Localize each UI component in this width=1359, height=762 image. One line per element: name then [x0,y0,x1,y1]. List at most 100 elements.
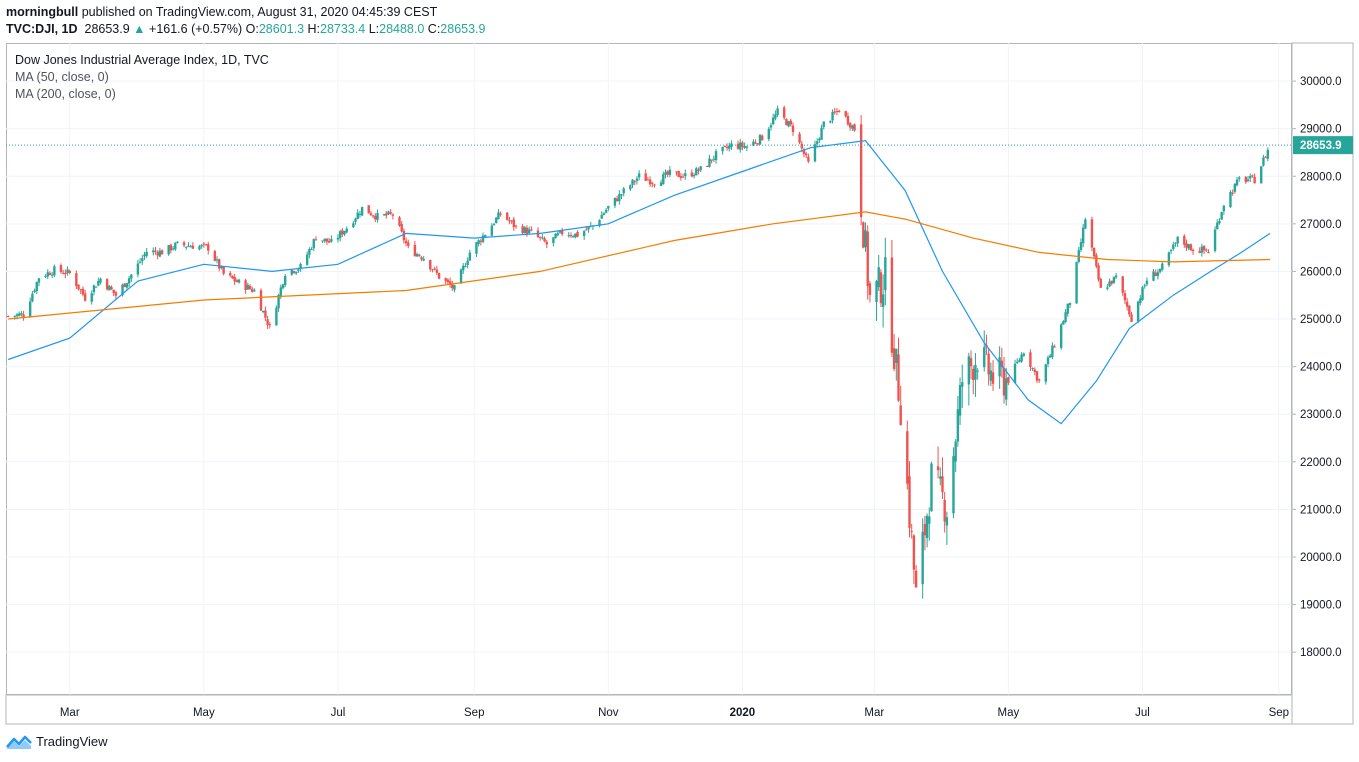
candle-body [853,124,856,131]
candle-body [820,127,823,140]
candle-body [631,179,634,185]
candle-body [220,266,223,269]
axes: 18000.0 19000.0 20000.0 21000.0 22000.0 23000… [5,42,1354,725]
candle-body [141,258,144,262]
candle-body [231,275,234,279]
candle-body [330,239,333,242]
candle-body [545,241,548,245]
candle-body [1022,353,1026,356]
candle-body [1202,245,1206,251]
candle-body [1246,179,1250,181]
candle-body [354,218,357,222]
legend-title: Dow Jones Industrial Average Index, 1D, … [15,53,269,67]
candle-body [1172,244,1175,249]
candle-body [677,171,680,178]
candle-body [761,135,764,141]
candle-body [290,269,293,275]
candle-body [1145,280,1149,285]
symbol-label: TVC:DJI, 1D [6,22,78,36]
candle-body [46,272,49,277]
candle-body [620,194,623,196]
candle-body [754,142,757,144]
candle-body [692,175,696,177]
candle-body [954,441,957,462]
candle-body [387,211,390,215]
candle-body [1020,354,1023,362]
y-tick-label: 24000.0 [1300,362,1342,374]
y-tick-label: 26000.0 [1300,266,1342,278]
candle-body [725,146,729,148]
candle-body [451,283,454,289]
candle-body [246,284,250,290]
candle-body [448,281,452,285]
candle-body [264,310,267,318]
candle-body [1029,352,1032,368]
candle-body [114,292,118,296]
candle-body [127,278,131,284]
candle-body [1152,271,1155,281]
candle-body [1048,355,1052,358]
candle-body [444,278,447,281]
candle-body [1007,377,1010,383]
legend-ma200[interactable]: MA (200, close, 0) [15,87,116,101]
candle-body [1216,222,1219,230]
candle-body [1143,285,1146,287]
candle-body [1213,229,1217,251]
candle-body [846,116,850,125]
candle-body [266,319,269,326]
candle-body [371,215,375,217]
candle-body [864,230,867,248]
candle-body [108,285,111,291]
y-tick-label: 20000.0 [1300,552,1342,564]
candle-body [813,144,817,162]
candle-body [174,243,177,250]
candle-body [697,169,700,172]
candle-body [235,280,239,283]
candle-body [367,205,370,214]
candle-body [1062,321,1065,325]
candle-body [169,244,173,251]
candle-body [699,166,702,171]
candle-body [571,236,575,238]
candle-body [66,269,69,274]
candle-body [1033,369,1036,372]
candle-body [851,125,854,129]
candle-body [574,233,577,238]
low-value: 28488.0 [379,22,425,36]
candle-body [90,293,93,302]
candle-body [499,213,502,215]
candle-body [112,289,115,294]
candle-body [1018,360,1021,362]
candle-body [83,293,87,301]
candle-body [525,227,529,234]
candle-body [253,290,256,292]
y-tick-label: 27000.0 [1300,219,1342,231]
candle-body [1154,272,1157,277]
candle-body [50,274,54,276]
candle-body [552,237,555,244]
x-tick-label: Jul [331,707,346,719]
candle-body [1013,363,1017,383]
candle-body [892,348,896,369]
candle-body [523,227,526,234]
candle-body [822,121,825,127]
candle-body [622,188,625,194]
candle-body [1266,149,1270,159]
author-name[interactable]: morningbull [6,5,79,19]
legend-ma50[interactable]: MA (50, close, 0) [15,70,109,84]
candle-body [684,173,687,176]
chart-legend[interactable]: Dow Jones Industrial Average Index, 1D, … [15,52,269,103]
tradingview-footer[interactable]: TradingView [6,734,108,749]
candle-body [413,244,417,257]
candle-body [875,281,878,303]
candle-body [1231,192,1234,194]
candle-body [360,206,364,216]
candle-body [160,250,164,255]
high-value: 28733.4 [320,22,366,36]
candle-body [782,107,786,118]
candle-body [582,231,586,236]
candle-body [646,179,650,181]
candle-body [961,382,964,387]
candle-body [277,294,280,309]
